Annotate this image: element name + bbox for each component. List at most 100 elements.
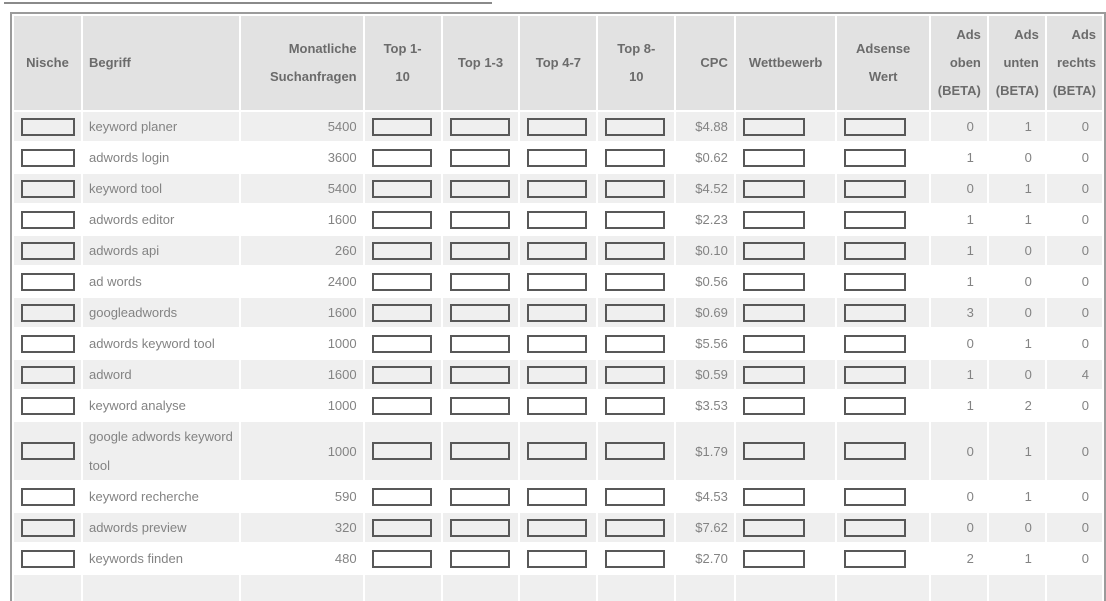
top1-3-bar [449,518,510,537]
column-header-wettbewerb[interactable]: Wettbewerb [735,16,836,110]
column-header-ads-oben[interactable]: Ads oben (BETA) [930,16,987,110]
top4-7-cell [520,174,597,203]
wettbewerb-cell [735,267,836,296]
wettbewerb-bar [742,549,805,568]
keyword-row[interactable]: adwords editor 1600 $2.23 1 1 0 [14,205,1102,234]
keyword-row[interactable]: adwords preview 320 $7.62 0 0 0 [14,513,1102,542]
search-volume: 1600 [241,360,363,389]
ads-right-count: 0 [1046,143,1102,172]
wettbewerb-bar [742,303,805,322]
keyword-table-header: Nische Begriff Monatliche Suchanfragen T… [14,16,1102,110]
cpc-value: $5.56 [676,329,734,358]
top8-10-bar [605,241,666,260]
keyword-label: adwords editor [83,205,240,234]
top4-7-bar [527,117,588,136]
keyword-label: keyword planer [83,112,240,141]
top8-10-cell [598,329,675,358]
cpc-value: $0.56 [676,267,734,296]
niche-bar [21,303,75,322]
keyword-row[interactable]: keyword recherche 590 $4.53 0 1 [14,482,1102,511]
column-header-begriff[interactable]: Begriff [83,16,240,110]
ads-bottom-count: 1 [988,422,1045,480]
top1-10-cell [364,422,441,480]
keyword-row[interactable]: keywords finden 480 $2.70 2 1 0 [14,544,1102,573]
wettbewerb-bar [742,148,805,167]
keyword-row[interactable]: ad words 2400 $0.56 1 0 0 [14,267,1102,296]
keyword-row[interactable]: googleadwords 1600 $0.69 3 0 0 [14,298,1102,327]
keyword-label: keyword tool [83,174,240,203]
adsense-cell [837,482,929,511]
top1-3-cell [442,513,519,542]
top4-7-bar [527,518,588,537]
keyword-row[interactable]: google adwords keyword tool 1000 $1.79 0 [14,422,1102,480]
adsense-cell [837,513,929,542]
top8-10-cell [598,143,675,172]
top4-7-bar [527,487,588,506]
top8-10-bar [605,148,666,167]
adsense-cell [837,391,929,420]
top4-7-cell [520,267,597,296]
top1-10-cell [364,329,441,358]
top8-10-cell [598,298,675,327]
column-header-cpc[interactable]: CPC [676,16,734,110]
column-header-adsense-wert[interactable]: Adsense Wert [837,16,929,110]
top8-10-bar [605,365,666,384]
top4-7-cell [520,329,597,358]
column-header-nische[interactable]: Nische [14,16,81,110]
keyword-row[interactable]: adword 1600 $0.59 1 0 4 [14,360,1102,389]
keyword-row[interactable]: adwords api 260 $0.10 1 0 0 [14,236,1102,265]
ads-right-count: 0 [1046,391,1102,420]
top1-10-cell [364,236,441,265]
top1-10-bar [371,241,432,260]
column-header-top1-3[interactable]: Top 1-3 [442,16,519,110]
top1-3-cell [442,482,519,511]
top1-10-cell [364,391,441,420]
column-header-ads-unten[interactable]: Ads unten (BETA) [988,16,1045,110]
search-volume: 1600 [241,205,363,234]
top4-7-cell [520,143,597,172]
top4-7-bar [527,365,588,384]
niche-cell [14,174,81,203]
ads-top-count: 0 [930,174,987,203]
keyword-table: Nische Begriff Monatliche Suchanfragen T… [10,12,1106,601]
search-volume: 480 [241,544,363,573]
top1-10-bar [371,179,432,198]
top8-10-cell [598,267,675,296]
adsense-cell [837,205,929,234]
wettbewerb-cell [735,391,836,420]
header-row: Nische Begriff Monatliche Suchanfragen T… [14,16,1102,110]
adsense-cell [837,143,929,172]
niche-cell [14,267,81,296]
column-header-top1-10[interactable]: Top 1-10 [364,16,441,110]
column-header-top8-10[interactable]: Top 8-10 [598,16,675,110]
ads-top-count: 1 [930,267,987,296]
ads-bottom-count: 1 [988,174,1045,203]
keyword-row[interactable]: adwords keyword tool 1000 $5.56 0 1 [14,329,1102,358]
top1-3-bar [449,365,510,384]
ads-top-count: 0 [930,482,987,511]
keyword-row[interactable] [14,575,1102,601]
search-volume [241,575,363,601]
adsense-cell [837,174,929,203]
top4-7-cell [520,513,597,542]
keyword-row[interactable]: adwords login 3600 $0.62 1 0 0 [14,143,1102,172]
top1-10-cell [364,112,441,141]
keyword-row[interactable]: keyword analyse 1000 $3.53 1 2 0 [14,391,1102,420]
keyword-row[interactable]: keyword tool 5400 $4.52 0 1 0 [14,174,1102,203]
column-header-ads-rechts[interactable]: Ads rechts (BETA) [1046,16,1102,110]
column-header-top4-7[interactable]: Top 4-7 [520,16,597,110]
adsense-cell [837,236,929,265]
ads-right-count [1046,575,1102,601]
niche-cell [14,513,81,542]
wettbewerb-cell [735,513,836,542]
top8-10-bar [605,210,666,229]
column-header-suchanfragen[interactable]: Monatliche Suchanfragen [241,16,363,110]
niche-bar [21,334,75,353]
wettbewerb-cell [735,112,836,141]
keyword-label: keyword analyse [83,391,240,420]
keyword-row[interactable]: keyword planer 5400 $4.88 0 1 0 [14,112,1102,141]
top1-3-bar [449,179,510,198]
adsense-bar [844,334,907,353]
cpc-value: $4.88 [676,112,734,141]
top4-7-cell [520,482,597,511]
